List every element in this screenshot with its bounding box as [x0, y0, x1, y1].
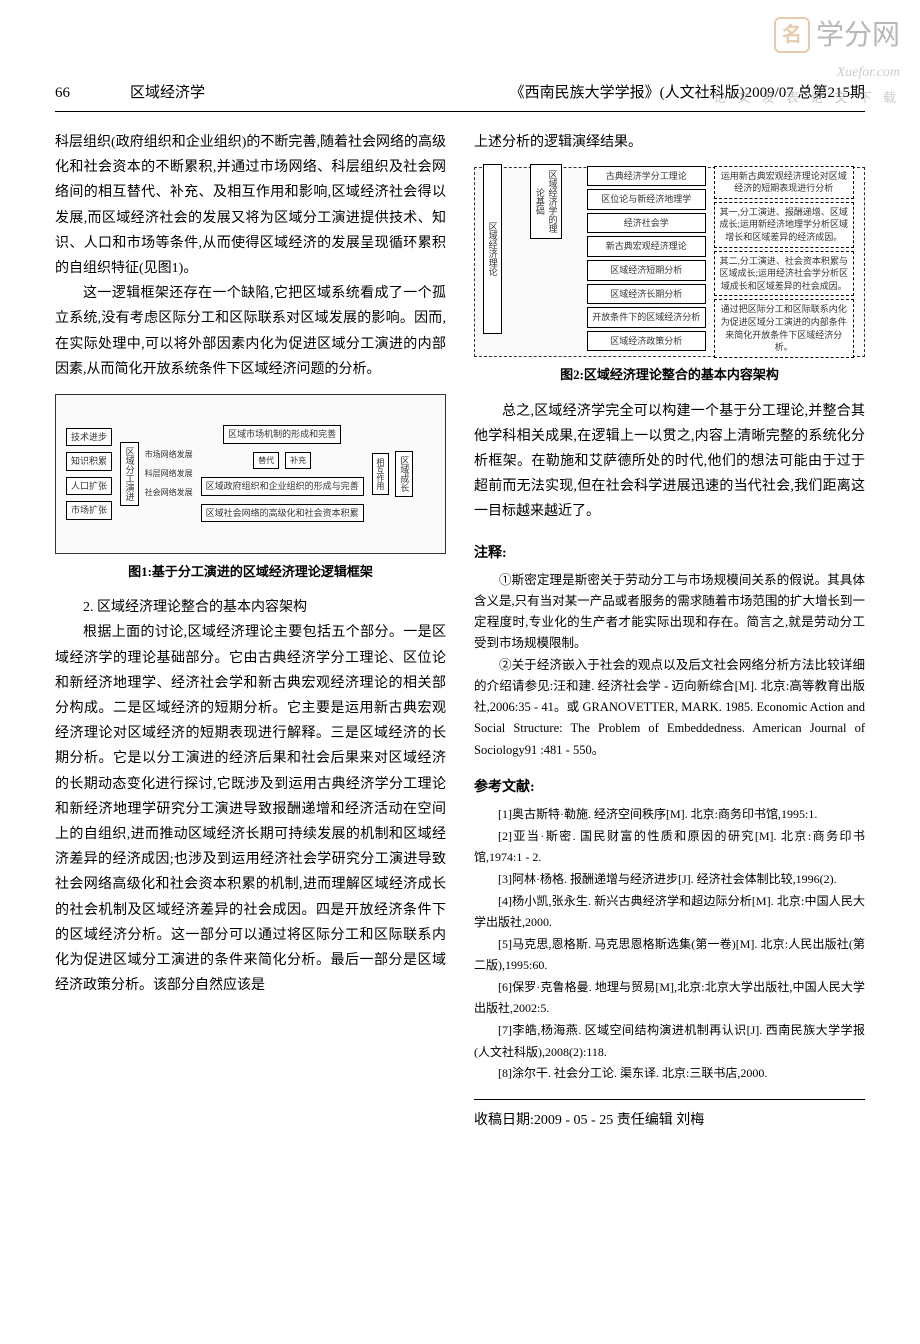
diagram-node: 人口扩张: [66, 477, 112, 496]
diagram-node: 新古典宏观经济理论: [587, 236, 706, 257]
diagram-node: 替代: [253, 452, 279, 469]
references-heading: 参考文献:: [474, 775, 865, 800]
notes-heading: 注释:: [474, 541, 865, 566]
diagram-node: 区域经济长期分析: [587, 284, 706, 305]
body-paragraph: 总之,区域经济学完全可以构建一个基于分工理论,并整合其他学科相关成果,在逻辑上一…: [474, 399, 865, 525]
section-name: 区域经济学: [130, 80, 205, 107]
body-paragraph: 上述分析的逻辑演绎结果。: [474, 130, 865, 155]
right-column: 上述分析的逻辑演绎结果。 区域经济理论 区域经济学的理论基础 古典经济学分工理论…: [474, 130, 865, 1133]
reference-item: [7]李皓,杨海燕. 区域空间结构演进机制再认识[J]. 西南民族大学学报(人文…: [474, 1020, 865, 1063]
diagram-node: 区域经济理论: [483, 164, 502, 334]
left-column: 科层组织(政府组织和企业组织)的不断完善,随着社会网络的高级化和社会资本的不断累…: [55, 130, 446, 1133]
figure-2: 区域经济理论 区域经济学的理论基础 古典经济学分工理论 区位论与新经济地理学 经…: [474, 167, 865, 386]
body-paragraph: 这一逻辑框架还存在一个缺陷,它把区域系统看成了一个孤立系统,没有考虑区际分工和区…: [55, 281, 446, 382]
watermark-brand: 学分网: [816, 10, 900, 60]
figure-2-caption: 图2:区域经济理论整合的基本内容架构: [474, 363, 865, 386]
diagram-node: 古典经济学分工理论: [587, 166, 706, 187]
figure-1: 技术进步 知识积累 人口扩张 市场扩张 区域分工演进 市场网络发展 科层网络发展…: [55, 394, 446, 583]
diagram-node: 运用新古典宏观经济理论对区域经济的短期表现进行分析: [714, 166, 854, 199]
diagram-label: 社会网络发展: [145, 487, 193, 498]
reference-item: [1]奥古斯特·勒施. 经济空间秩序[M]. 北京:商务印书馆,1995:1.: [474, 804, 865, 826]
footer-info: 收稿日期:2009 - 05 - 25 责任编辑 刘梅: [474, 1099, 865, 1133]
diagram-node: 市场扩张: [66, 501, 112, 520]
note-item: ②关于经济嵌入于社会的观点以及后文社会网络分析方法比较详细的介绍请参见:汪和建.…: [474, 655, 865, 761]
diagram-node: 知识积累: [66, 452, 112, 471]
note-item: ①斯密定理是斯密关于劳动分工与市场规模间关系的假说。其具体含义是,只有当对某一产…: [474, 570, 865, 655]
reference-item: [3]阿林·杨格. 报酬递增与经济进步[J]. 经济社会体制比较,1996(2)…: [474, 869, 865, 891]
body-paragraph: 根据上面的讨论,区域经济理论主要包括五个部分。一是区域经济学的理论基础部分。它由…: [55, 620, 446, 998]
diagram-node: 区位论与新经济地理学: [587, 189, 706, 210]
diagram-node: 其二,分工演进、社会资本积累与区域成长;运用经济社会学分析区域成长和区域差异的社…: [714, 251, 854, 297]
diagram-node: 其一,分工演进、报酬递增、区域成长;运用新经济地理学分析区域增长和区域差异的经济…: [714, 202, 854, 248]
watermark-url: Xuefor.com: [713, 60, 900, 85]
diagram-node: 区域政府组织和企业组织的形成与完善: [201, 477, 364, 496]
diagram-node: 区域市场机制的形成和完善: [223, 425, 341, 444]
reference-item: [2]亚当·斯密. 国民财富的性质和原因的研究[M]. 北京:商务印书馆,197…: [474, 826, 865, 869]
diagram-node: 区域经济短期分析: [587, 260, 706, 281]
diagram-node: 区域经济政策分析: [587, 331, 706, 352]
figure-2-diagram: 区域经济理论 区域经济学的理论基础 古典经济学分工理论 区位论与新经济地理学 经…: [474, 167, 865, 357]
diagram-node: 技术进步: [66, 428, 112, 447]
section-heading: 2. 区域经济理论整合的基本内容架构: [55, 595, 446, 620]
diagram-node: 区域社会网络的高级化和社会资本积累: [201, 504, 364, 523]
body-paragraph: 科层组织(政府组织和企业组织)的不断完善,随着社会网络的高级化和社会资本的不断累…: [55, 130, 446, 281]
reference-item: [4]杨小凯,张永生. 新兴古典经济学和超边际分析[M]. 北京:中国人民大学出…: [474, 891, 865, 934]
reference-item: [6]保罗·克鲁格曼. 地理与贸易[M],北京:北京大学出版社,中国人民大学出版…: [474, 977, 865, 1020]
diagram-label: 科层网络发展: [145, 468, 193, 479]
diagram-label: 市场网络发展: [145, 449, 193, 460]
diagram-node: 开放条件下的区域经济分析: [587, 307, 706, 328]
reference-item: [5]马克思,恩格斯. 马克思恩格斯选集(第一卷)[M]. 北京:人民出版社(第…: [474, 934, 865, 977]
diagram-node: 经济社会学: [587, 213, 706, 234]
watermark: 名 学分网 Xuefor.com 论 文 发 表 论 文 下 载: [713, 10, 900, 109]
page-number: 66: [55, 80, 70, 107]
diagram-node: 区域分工演进: [120, 442, 139, 506]
figure-1-diagram: 技术进步 知识积累 人口扩张 市场扩张 区域分工演进 市场网络发展 科层网络发展…: [55, 394, 446, 554]
diagram-node: 补充: [285, 452, 311, 469]
diagram-node: 相互作用: [372, 453, 389, 495]
diagram-node: 区域成长: [395, 451, 414, 497]
watermark-logo-icon: 名: [774, 17, 810, 53]
page-content: 66 区域经济学 《西南民族大学学报》(人文社科版)2009/07 总第215期…: [0, 0, 920, 1173]
reference-item: [8]涂尔干. 社会分工论. 渠东译. 北京:三联书店,2000.: [474, 1063, 865, 1085]
figure-1-caption: 图1:基于分工演进的区域经济理论逻辑框架: [55, 560, 446, 583]
diagram-node: 区域经济学的理论基础: [530, 164, 561, 239]
watermark-tagline: 论 文 发 表 论 文 下 载: [713, 86, 900, 109]
diagram-node: 通过把区际分工和区际联系内化为促进区域分工演进的内部条件来简化开放条件下区域经济…: [714, 299, 854, 357]
